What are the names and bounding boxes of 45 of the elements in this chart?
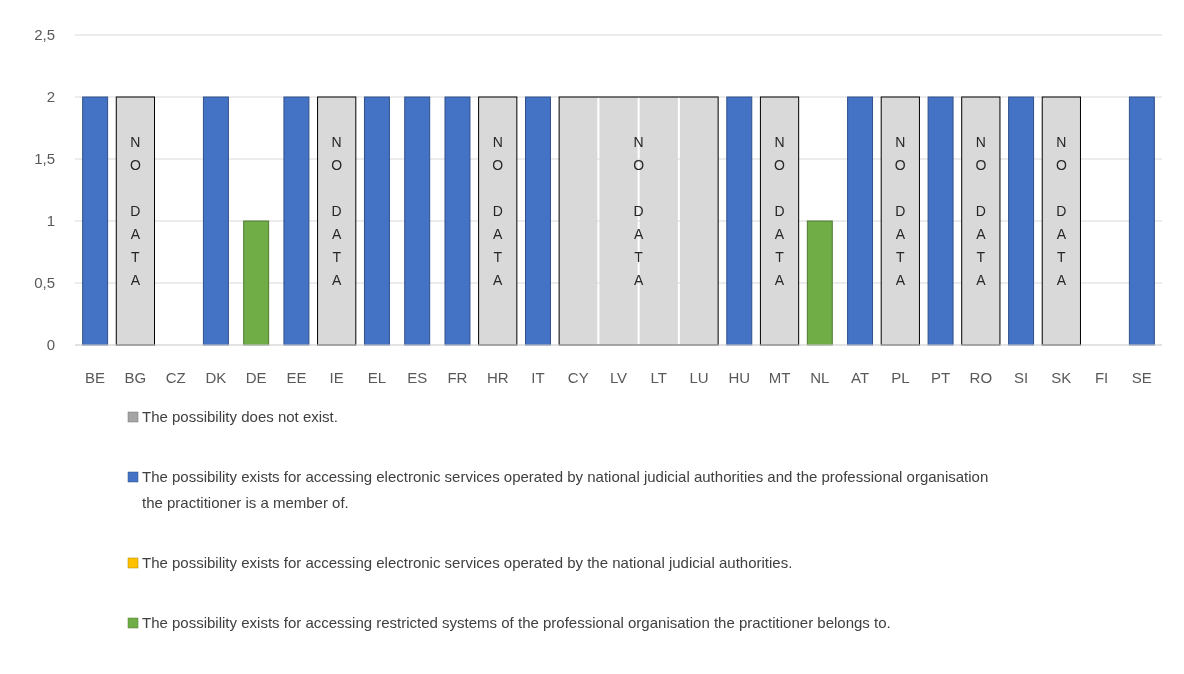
- x-tick-label: LU: [689, 369, 709, 386]
- x-tick-label: BG: [124, 369, 147, 386]
- x-tick-label: SK: [1051, 369, 1072, 386]
- x-tick-label: SE: [1131, 369, 1152, 386]
- text: NO DATA: [129, 134, 141, 288]
- x-tick-label: FI: [1094, 369, 1109, 386]
- text: NO DATA: [894, 134, 906, 288]
- text: NO DATA: [975, 134, 987, 288]
- text: NO DATA: [1055, 134, 1067, 288]
- y-tick-label: 1,5: [34, 150, 55, 167]
- x-tick-label: FR: [447, 369, 468, 386]
- legend-label: The possibility does not exist.: [142, 408, 338, 425]
- x-tick-label: IE: [329, 369, 344, 386]
- x-tick-label: ES: [407, 369, 428, 386]
- x-tick-label: EE: [286, 369, 307, 386]
- x-tick-label: IT: [531, 369, 545, 386]
- x-tick-label: LT: [650, 369, 667, 386]
- x-tick-label: MT: [768, 369, 791, 386]
- legend-label: The possibility exists for accessing restricted systems of the professional organisation the practitioner belongs to.: [142, 614, 891, 631]
- x-tick-label: HU: [728, 369, 751, 386]
- x-tick-label: PL: [891, 369, 910, 386]
- text: NO DATA: [331, 134, 343, 288]
- x-tick-label: DK: [205, 369, 227, 386]
- y-tick-label: 1: [46, 212, 55, 229]
- x-tick-label: SI: [1014, 369, 1029, 386]
- legend-label: The possibility exists for accessing electronic services operated by national judicial authorities and the professional organisation the practitioner is a member of.: [142, 468, 989, 511]
- text: NO DATA: [492, 134, 504, 288]
- x-tick-label: AT: [851, 369, 870, 386]
- x-tick-label: CY: [567, 369, 589, 386]
- x-tick-label: DE: [245, 369, 267, 386]
- y-tick-label: 2,5: [34, 26, 55, 43]
- x-tick-label: HR: [486, 369, 509, 386]
- y-tick-label: 2: [46, 88, 55, 105]
- text: NO DATA: [774, 134, 785, 288]
- legend-label: The possibility exists for accessing electronic services operated by the national judicial authorities.: [142, 554, 793, 571]
- y-tick-label: 0,5: [34, 274, 55, 291]
- x-tick-label: EL: [367, 369, 387, 386]
- x-tick-label: PT: [930, 369, 951, 386]
- x-tick-label: CZ: [165, 369, 186, 386]
- x-tick-label: RO: [969, 369, 993, 386]
- x-tick-label: BE: [85, 369, 106, 386]
- text: NO DATA: [633, 134, 645, 288]
- x-tick-label: LV: [609, 369, 628, 386]
- y-tick-label: 0: [46, 336, 55, 353]
- x-tick-label: NL: [810, 369, 830, 386]
